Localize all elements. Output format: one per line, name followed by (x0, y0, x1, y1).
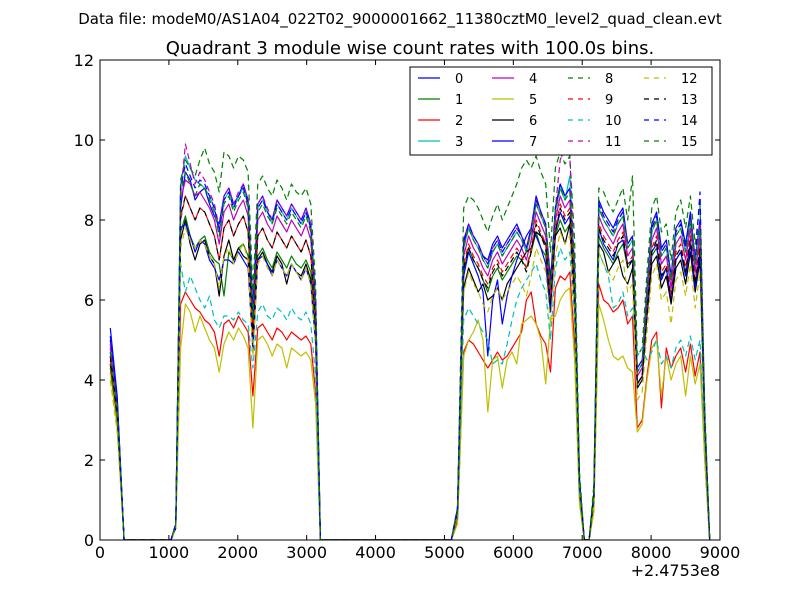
series-lines (109, 143, 711, 540)
legend-label-13: 13 (681, 93, 698, 108)
x-tick-label: 8000 (631, 543, 672, 562)
legend-label-1: 1 (455, 93, 463, 108)
y-tick-label: 8 (84, 211, 94, 230)
legend-label-12: 12 (681, 72, 698, 87)
legend-label-10: 10 (605, 114, 622, 129)
y-tick-label: 6 (84, 291, 94, 310)
legend-label-6: 6 (529, 114, 537, 129)
x-tick-label: 6000 (493, 543, 534, 562)
y-tick-label: 2 (84, 451, 94, 470)
y-tick-label: 0 (84, 531, 94, 550)
y-tick-label: 4 (84, 371, 94, 390)
data-file-suptitle: Data file: modeM0/AS1A04_022T02_90000016… (78, 10, 722, 29)
x-axis-offset-label: +2.4753e8 (631, 561, 720, 580)
legend-label-4: 4 (529, 72, 537, 87)
legend-label-3: 3 (455, 135, 463, 150)
legend-label-9: 9 (605, 93, 613, 108)
legend-label-11: 11 (605, 135, 622, 150)
legend-label-15: 15 (681, 135, 698, 150)
x-tick-label: 2000 (217, 543, 258, 562)
series-line-10 (109, 247, 711, 540)
x-tick-label: 1000 (149, 543, 190, 562)
legend-label-2: 2 (455, 114, 463, 129)
legend-label-0: 0 (455, 72, 463, 87)
y-tick-label: 10 (74, 131, 94, 150)
x-tick-label: 7000 (562, 543, 603, 562)
legend-label-5: 5 (529, 93, 537, 108)
x-tick-label: 3000 (286, 543, 327, 562)
legend-label-7: 7 (529, 135, 537, 150)
series-line-15 (109, 171, 711, 540)
series-line-13 (109, 195, 711, 540)
x-tick-label: 0 (95, 543, 105, 562)
x-tick-label: 5000 (424, 543, 465, 562)
legend-label-8: 8 (605, 72, 613, 87)
chart-title: Quadrant 3 module wise count rates with … (166, 38, 655, 59)
axis-ticks: 0 1000 2000 3000 4000 5000 6000 7000 8000 9000 0 2 4… (74, 51, 741, 562)
series-line-5 (109, 287, 711, 540)
x-tick-label: 9000 (700, 543, 741, 562)
legend-box (409, 66, 713, 156)
series-line-12 (109, 227, 711, 540)
y-tick-label: 12 (74, 51, 94, 70)
series-line-6 (109, 219, 711, 540)
legend-label-14: 14 (681, 114, 698, 129)
x-tick-label: 4000 (355, 543, 396, 562)
